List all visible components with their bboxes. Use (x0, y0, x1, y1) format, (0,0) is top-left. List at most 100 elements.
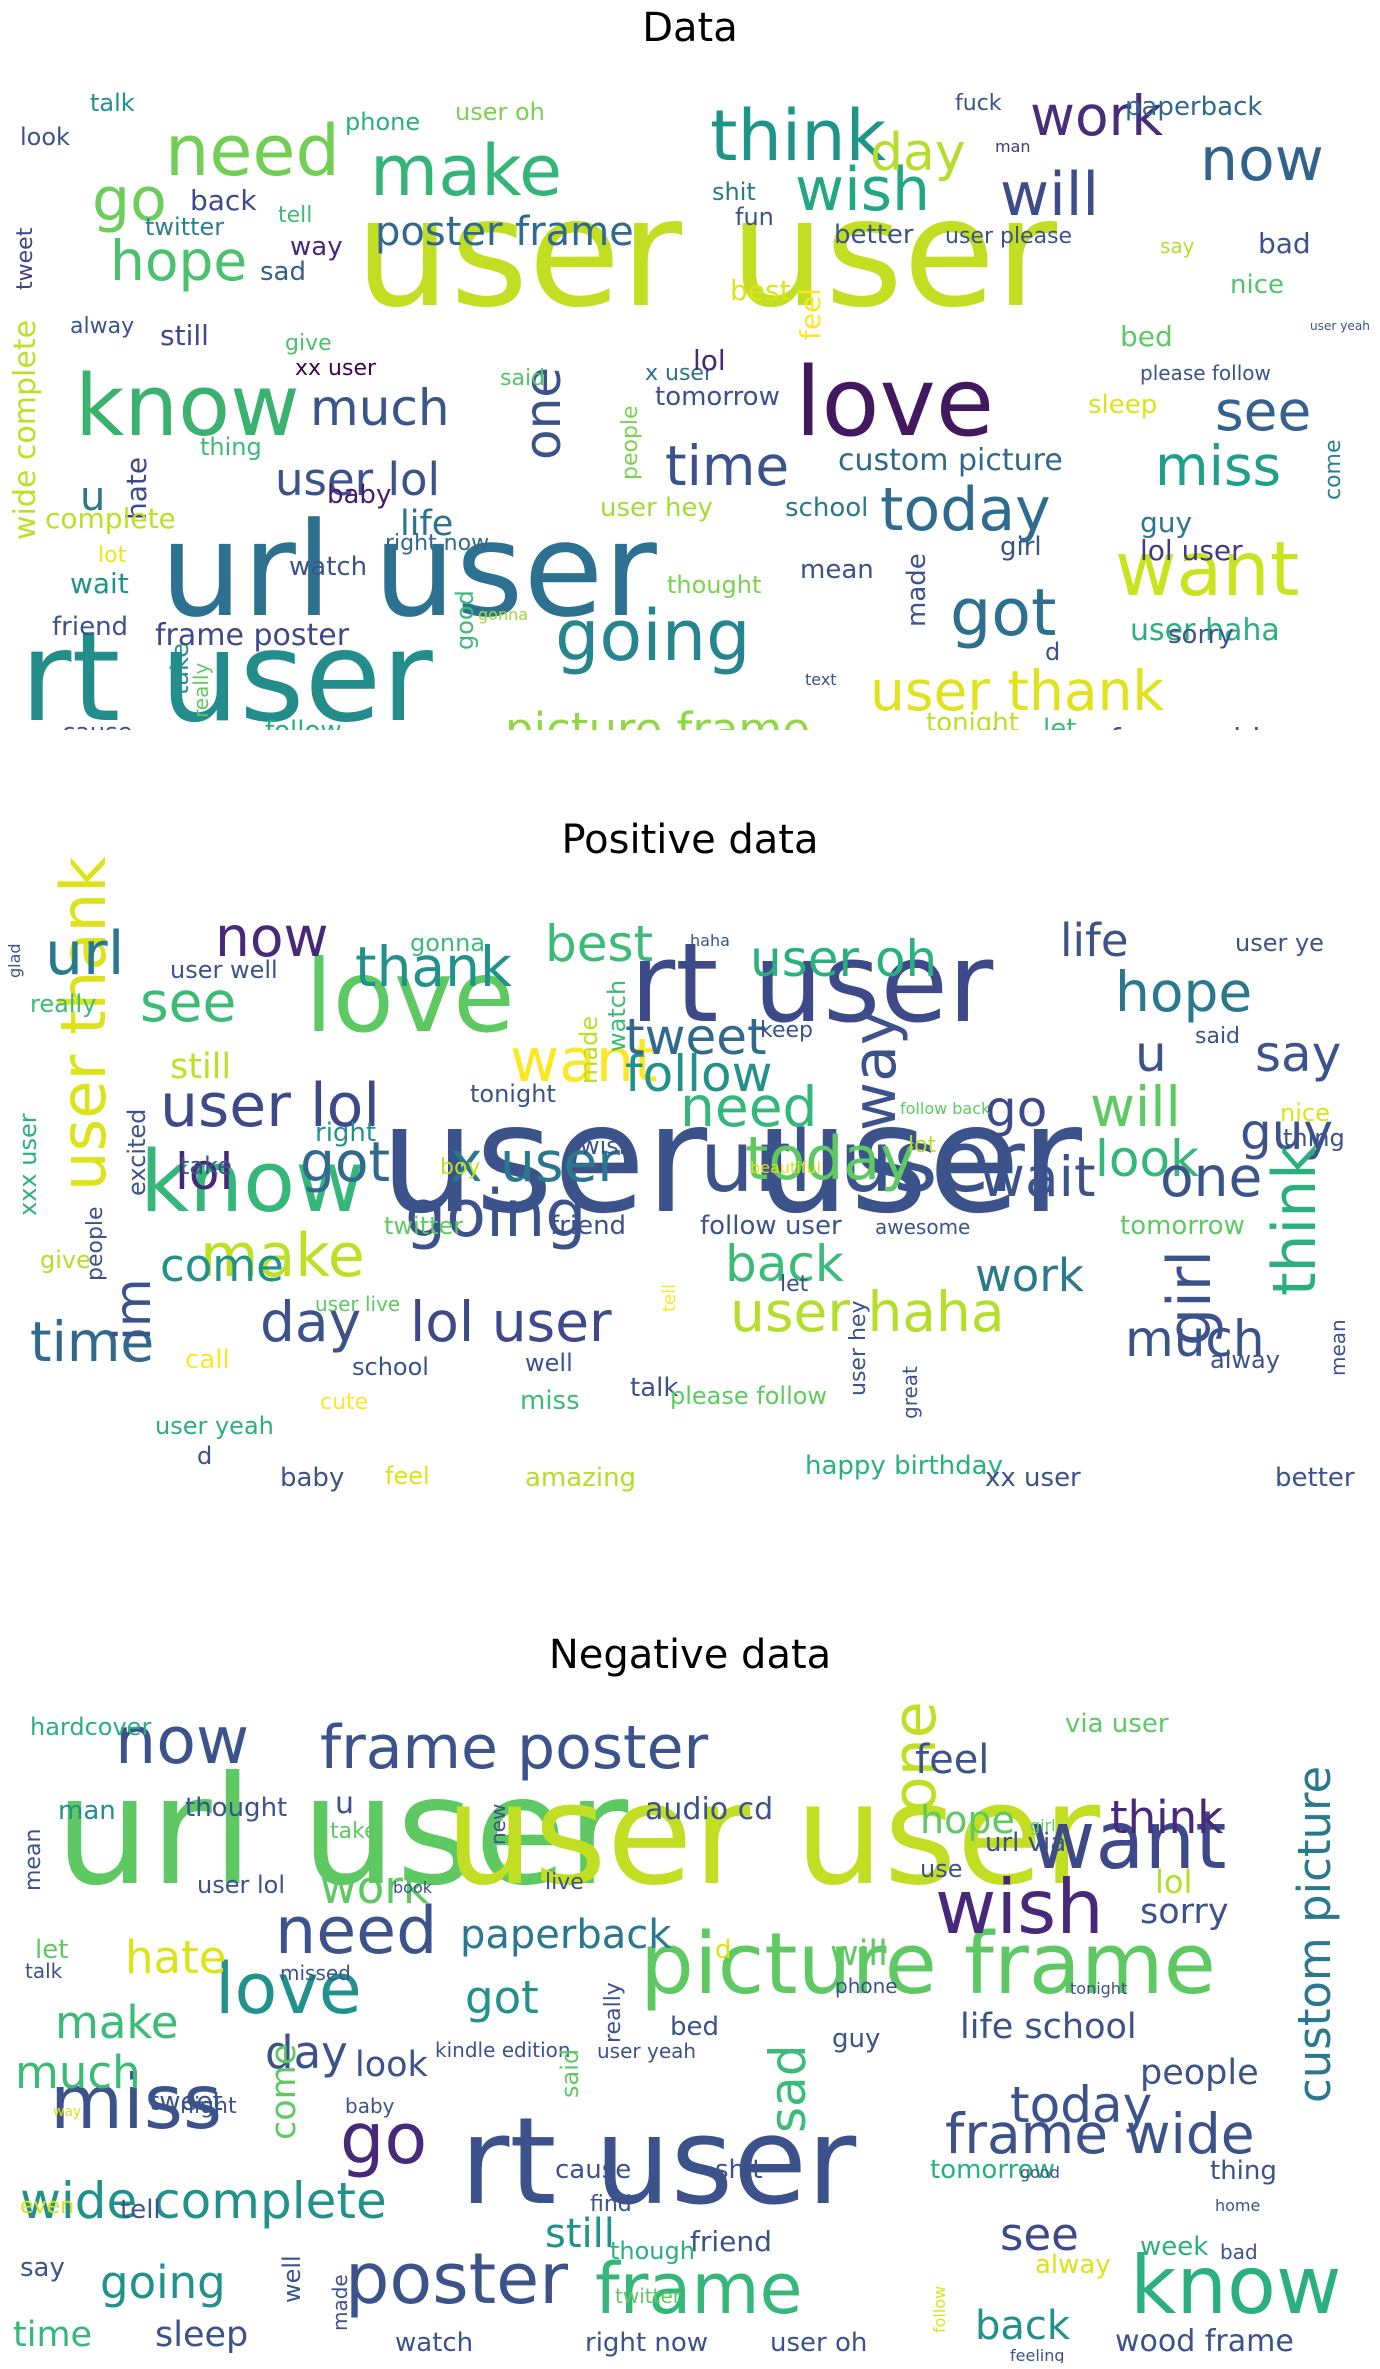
word-cloud-word: new (486, 1804, 510, 1845)
word-cloud-word: follow (930, 2286, 949, 2333)
word-cloud-word: bad (1258, 227, 1311, 260)
word-cloud-word: d (1045, 638, 1060, 666)
word-cloud-word: alway (70, 314, 134, 339)
word-cloud-word: x user (450, 1130, 620, 1194)
word-cloud-word: user thank (47, 856, 120, 1191)
word-cloud-word: u (80, 474, 105, 520)
word-cloud-word: girl (1000, 532, 1042, 562)
word-cloud-word: miss (520, 1386, 580, 1416)
word-cloud-word: watch (603, 980, 631, 1052)
word-cloud-word: give (285, 331, 332, 356)
word-cloud-word: twitter (384, 1212, 463, 1240)
word-cloud-word: miss (50, 2058, 222, 2146)
word-cloud-word: think (1110, 1791, 1223, 1844)
word-cloud-word: will (1090, 1075, 1181, 1139)
word-cloud-word: happy birthday (805, 1451, 1003, 1481)
word-cloud-word: miss (1155, 434, 1281, 498)
word-cloud-word: today (745, 1124, 916, 1194)
word-cloud-word: really (601, 1982, 626, 2043)
word-cloud-word: missed (280, 1961, 351, 1985)
word-cloud-word: go (985, 1080, 1047, 1138)
word-cloud-word: well (278, 2255, 306, 2303)
word-cloud-word: complete (45, 502, 176, 535)
panel-title: Negative data (548, 1632, 832, 1678)
word-cloud-word: look (20, 123, 70, 151)
word-cloud-word: one (880, 1701, 950, 1813)
word-cloud-word: tweet (13, 227, 38, 290)
word-cloud-word: week (1140, 2232, 1208, 2262)
word-cloud-word: wish (580, 1132, 634, 1160)
word-cloud-word: good (451, 590, 479, 650)
word-cloud-word: see (1215, 379, 1311, 443)
word-cloud-word: user well (170, 956, 278, 984)
word-cloud-word: back (975, 2303, 1071, 2349)
word-cloud-word: now (215, 905, 329, 969)
word-cloud-word: said (500, 366, 545, 391)
word-cloud-word: wood frame (1115, 2324, 1294, 2359)
word-cloud-word: sorry (1168, 620, 1234, 650)
word-cloud-word: keep (760, 1018, 813, 1043)
word-cloud-word: picture frame (640, 1915, 1216, 2014)
word-cloud-word: u (335, 1786, 354, 1821)
word-cloud-word: alway (1210, 1346, 1280, 1374)
word-cloud-word: tonight (1070, 1979, 1127, 1998)
word-cloud-word: wide complete (8, 320, 43, 540)
word-cloud-word: lol (1155, 1863, 1192, 1901)
word-cloud-word: via user (1065, 1709, 1169, 1739)
word-cloud-word: tell (120, 2195, 161, 2225)
word-cloud-word: sleep (1088, 390, 1157, 420)
word-cloud-word: will (830, 1934, 888, 1974)
word-cloud-word: audio cd (645, 1792, 773, 1827)
word-cloud-word: poster frame (375, 209, 634, 255)
word-cloud-word: hope (1115, 960, 1252, 1024)
word-cloud-word: people (83, 1206, 108, 1281)
word-cloud-word: think (1260, 1145, 1330, 1296)
word-cloud-word: time (665, 434, 789, 498)
word-cloud-word: wait (70, 567, 129, 600)
word-cloud-word: let (780, 1272, 809, 1297)
word-cloud-word: lol user (410, 1290, 612, 1354)
word-cloud-word: user haha (1130, 613, 1280, 648)
word-cloud-word: url via (985, 1828, 1066, 1858)
word-cloud-word: rt user (460, 2093, 857, 2232)
word-cloud-word: twitter (615, 2284, 682, 2308)
word-cloud-word: lol (175, 1143, 233, 1201)
word-cloud-word: feel (385, 1462, 430, 1490)
word-cloud-word: man (58, 1796, 116, 1826)
word-cloud-word: life school (960, 2007, 1137, 2047)
word-cloud-word: mean (1326, 1319, 1350, 1376)
word-cloud-word: u (1135, 1025, 1167, 1083)
word-cloud-word: boy (440, 1155, 480, 1180)
word-cloud-word: user oh (770, 2328, 867, 2358)
word-cloud-word: please follow (1140, 361, 1271, 385)
word-cloud-word: lot (98, 543, 127, 568)
word-cloud-word: user oh (455, 98, 545, 126)
word-cloud-word: work (975, 1249, 1084, 1302)
word-cloud-word: now (115, 1704, 249, 1779)
word-cloud-word: user lol (275, 453, 440, 506)
word-cloud-word: know (1130, 2239, 1341, 2332)
word-cloud-word: know (140, 1133, 365, 1232)
word-cloud-word: need (275, 1894, 437, 1969)
word-cloud-word: going (405, 1177, 587, 1252)
word-cloud-word: gonna (410, 929, 485, 957)
word-cloud-word: home (1215, 2196, 1260, 2215)
word-cloud-word: user yeah (1310, 319, 1370, 333)
word-cloud-word: sleep (155, 2315, 248, 2355)
word-cloud-word: xx user (985, 1463, 1081, 1493)
word-cloud: user user rt user love know user thank url us… (0, 856, 1380, 1546)
word-cloud-word: thing (1210, 2156, 1277, 2186)
word-cloud-word: frame wide (1110, 723, 1279, 730)
word-cloud-word: want (1030, 1794, 1227, 1887)
word-cloud-word: tomorrow (1120, 1211, 1245, 1241)
word-cloud-word: see (140, 970, 236, 1034)
word-cloud-word: tell (659, 1284, 680, 1312)
word-cloud-word: poster (345, 2238, 568, 2320)
word-cloud-word: one (514, 367, 572, 460)
word-cloud-word: much (1125, 1310, 1265, 1368)
word-cloud-word: d (197, 1442, 212, 1470)
word-cloud-word: baby (280, 1463, 344, 1493)
